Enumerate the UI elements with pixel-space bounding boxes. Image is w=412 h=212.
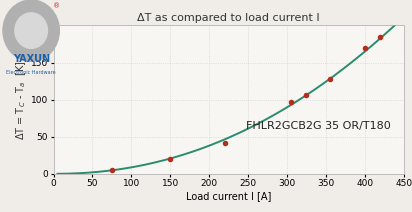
Point [362,46,368,49]
Text: FHLR2GCB2G 35 OR/T180: FHLR2GCB2G 35 OR/T180 [246,121,391,131]
Point [222,141,228,144]
Point [288,100,294,104]
Title: ΔT as compared to load current I: ΔT as compared to load current I [137,13,320,23]
Text: Electronic Hardware: Electronic Hardware [6,70,56,75]
Y-axis label: $\Delta$T = T$_C$ - T$_a$  [K]: $\Delta$T = T$_C$ - T$_a$ [K] [14,60,28,139]
Text: YAXUN: YAXUN [13,54,50,64]
Point [109,168,115,172]
Point [167,157,173,161]
Point [303,93,310,97]
Point [327,77,333,81]
Point [377,35,384,38]
X-axis label: Load current I [A]: Load current I [A] [186,191,272,201]
Circle shape [3,0,59,61]
Text: ®: ® [53,3,60,10]
Circle shape [15,13,47,48]
